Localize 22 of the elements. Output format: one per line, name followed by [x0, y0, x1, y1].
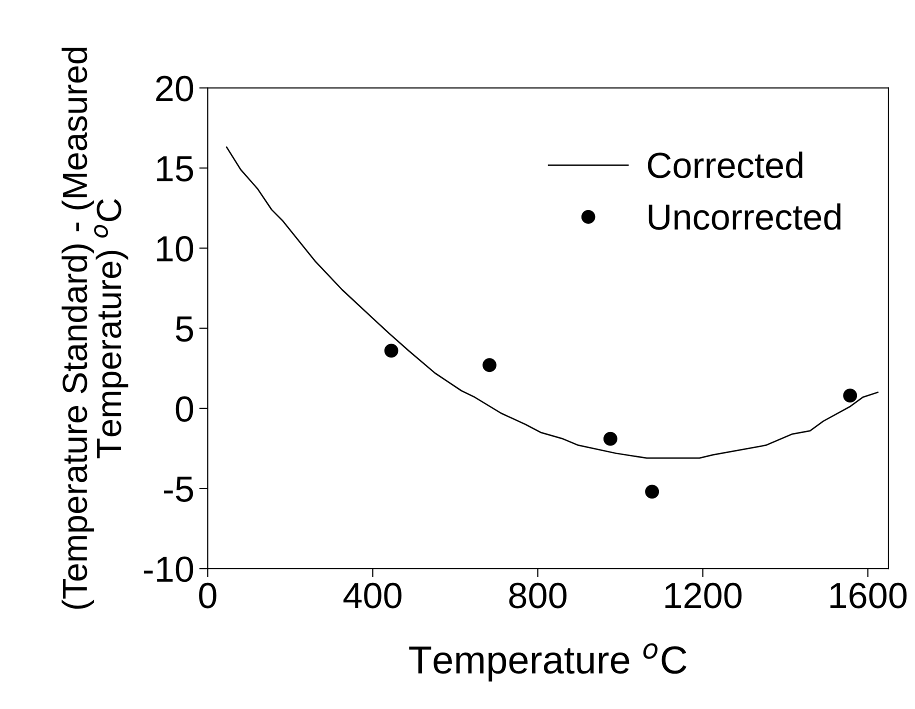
- x-tick-label: 1200: [665, 582, 742, 608]
- y-tick-label: 10: [157, 236, 194, 262]
- x-tick-label: 400: [343, 582, 402, 608]
- y-tick-label: -5: [164, 476, 193, 502]
- legend-label: Uncorrected: [648, 203, 840, 230]
- legend-label: Corrected: [648, 152, 802, 178]
- line-series: [226, 146, 878, 459]
- x-tick-label: 1600: [830, 582, 907, 608]
- y-tick-label: 5: [176, 316, 193, 342]
- x-tick-label: 0: [199, 582, 216, 608]
- y-axis-title: (Temperature Standard) - (Measured Temperature) $^{o}$C: [62, 48, 128, 609]
- y-tick-label: 15: [157, 156, 193, 182]
- point: [482, 358, 496, 372]
- point: [645, 484, 659, 499]
- point: [384, 344, 398, 358]
- y-tick-label: 0: [176, 396, 194, 422]
- point: [603, 432, 618, 446]
- y-tick-label: -10: [144, 556, 194, 582]
- x-tick-label: 800: [509, 582, 566, 608]
- y-tick-label: 20: [156, 76, 194, 102]
- point: [843, 388, 858, 403]
- x-axis-title: Temperature $^{o}$C: [409, 643, 686, 682]
